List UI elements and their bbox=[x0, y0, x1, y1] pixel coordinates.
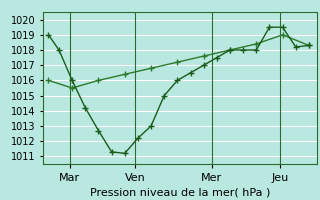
X-axis label: Pression niveau de la mer( hPa ): Pression niveau de la mer( hPa ) bbox=[90, 187, 270, 197]
